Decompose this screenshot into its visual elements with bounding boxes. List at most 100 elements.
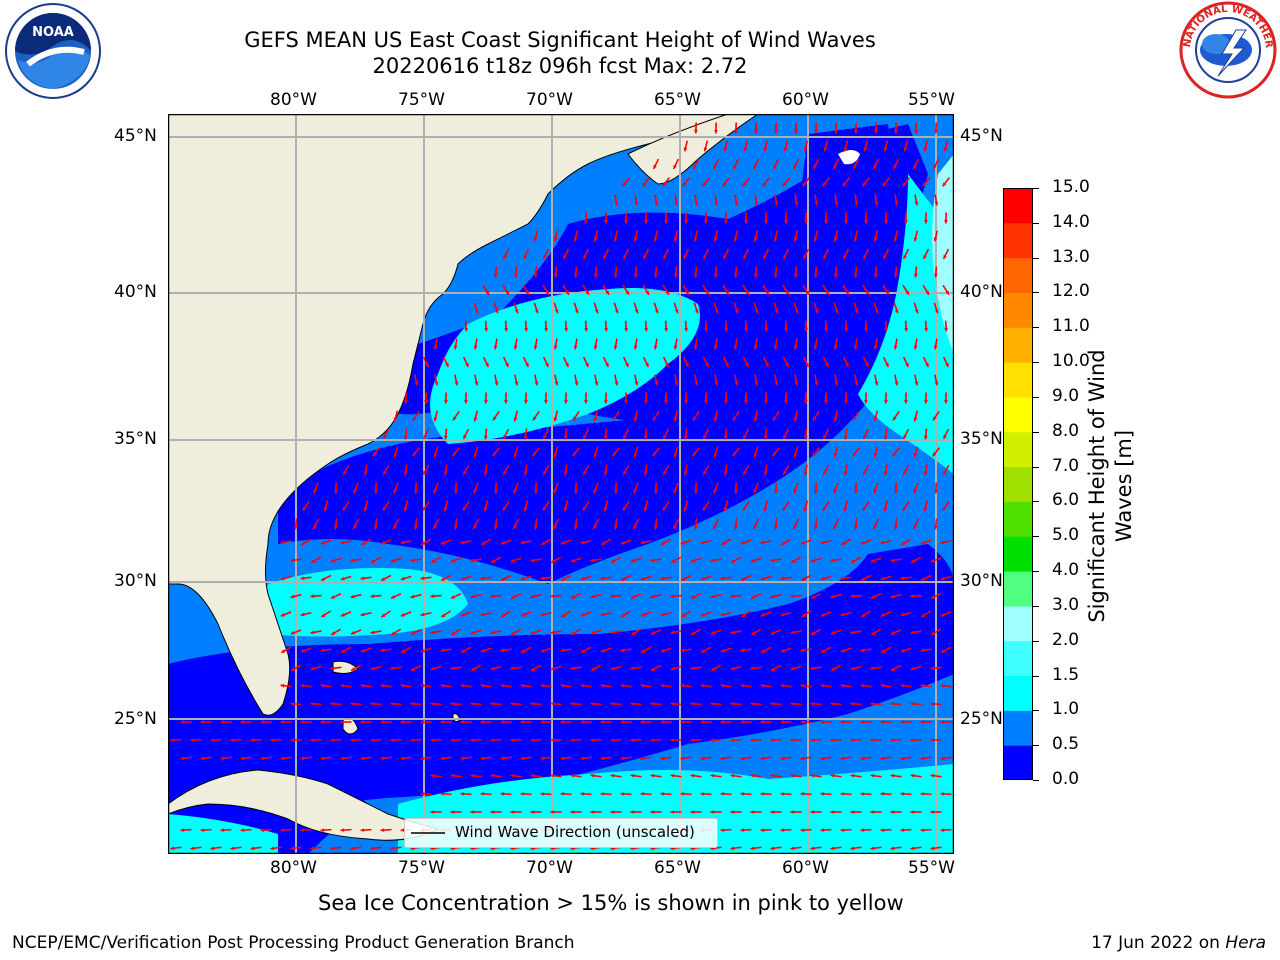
wave-arrow-head [391,631,396,635]
wave-arrow-head [613,345,618,350]
wave-arrow-head [904,219,908,224]
wave-arrow-head [300,683,305,688]
wave-arrow-head [424,399,428,404]
wave-arrow-head [753,417,758,422]
wave-arrow-head [340,540,345,545]
wave-arrow-head [850,701,855,706]
colorbar-cell [1003,536,1033,572]
wave-arrow-head [734,381,739,386]
colorbar-tick [1033,292,1039,294]
wave-arrow-head [410,701,415,706]
wave-arrow-head [503,470,507,475]
wave-arrow-head [854,489,858,494]
colorbar-tick-label: 14.0 [1052,211,1090,232]
wave-arrow-head [433,453,438,458]
wave-arrow-head [290,594,295,599]
wave-arrow-head [785,362,789,367]
wave-arrow-head [474,309,479,314]
colorbar-cell [1003,362,1033,398]
wave-arrow-head [290,701,295,706]
wave-arrow-head [940,828,945,833]
wave-arrow-head [885,290,889,295]
wave-arrow-head [863,147,868,152]
wave-arrow-head [740,540,745,545]
wave-arrow-head [810,810,815,814]
wave-arrow-head [573,237,578,242]
low-wave-zone-northeast [738,124,891,434]
colorbar-tick-label: 9.0 [1052,385,1080,406]
wave-arrow-head [410,558,415,563]
wave-arrow-head [683,435,688,440]
wave-arrow-head [790,738,795,743]
wave-arrow-head [934,129,938,134]
wave-arrow-head [644,399,648,404]
wave-arrow-head [730,773,735,778]
wave-arrow-head [520,540,525,545]
wave-arrow-head [200,720,205,724]
wave-arrow-head [440,791,445,796]
wave-arrow-head [532,452,537,457]
wave-arrow-head [541,541,546,545]
wave-arrow-head [492,416,497,421]
wave-arrow-head [760,828,765,833]
wave-arrow-head [483,435,488,440]
wave-arrow-head [510,738,515,743]
colorbar-tick [1033,710,1039,712]
wave-arrow-head [540,756,545,761]
wave-arrow-head [674,381,679,386]
wave-arrow-head [700,683,705,688]
wave-arrow-head [913,524,917,529]
colorbar [1003,188,1033,780]
wave-arrow-head [843,471,848,476]
wave-arrow-head [671,559,676,563]
wave-arrow-head [550,773,555,778]
wave-arrow-head [360,756,365,761]
wave-arrow-head [391,595,396,599]
lon-label-top: 80°W [270,90,317,110]
wave-arrow-head [631,595,636,599]
wave-arrow-head [500,756,505,761]
elevated-wave-zone-east [932,154,954,354]
wave-arrow-head [470,773,475,778]
wave-arrow-head [833,237,838,242]
wave-arrow-head [730,810,735,814]
wave-arrow-head [660,756,665,761]
wave-arrow-head [323,507,328,512]
wave-arrow-head [643,435,648,440]
wave-arrow-head [843,435,848,440]
wave-arrow-head [704,399,708,404]
wave-arrow-head [520,683,525,688]
wave-arrow-head [280,828,285,833]
wave-arrow-head [494,381,499,386]
wave-arrow-head [650,630,655,635]
wave-arrow-head [700,576,705,581]
wave-arrow-head [693,237,698,242]
wave-arrow-head [734,129,738,134]
wave-arrow-head [445,362,449,367]
wave-arrow-head [320,540,325,545]
wave-arrow-head [302,506,307,511]
wave-arrow-head [613,525,618,530]
wave-arrow-head [553,453,558,458]
wave-arrow-head [913,164,917,169]
wave-arrow-head [450,666,455,671]
wave-arrow-head [833,489,838,494]
wave-arrow-head [921,613,926,617]
wave-arrow-head [910,594,915,599]
wave-arrow-head [804,399,808,404]
wave-arrow-head [534,309,539,314]
wave-arrow-head [500,540,505,545]
wave-arrow-head [940,791,945,796]
wave-arrow-head [830,594,835,599]
wave-arrow-head [450,701,455,706]
wave-arrow-head [724,327,729,332]
wave-arrow-head [545,362,549,367]
wave-arrow-head [750,810,755,814]
wave-arrow-head [663,470,667,475]
wave-arrow-head [703,434,707,439]
wave-arrow-head [491,559,496,563]
wave-arrow-head [743,254,747,259]
wave-arrow-head [883,254,887,259]
wave-arrow-head [854,309,859,314]
wave-arrow-head [620,540,625,545]
